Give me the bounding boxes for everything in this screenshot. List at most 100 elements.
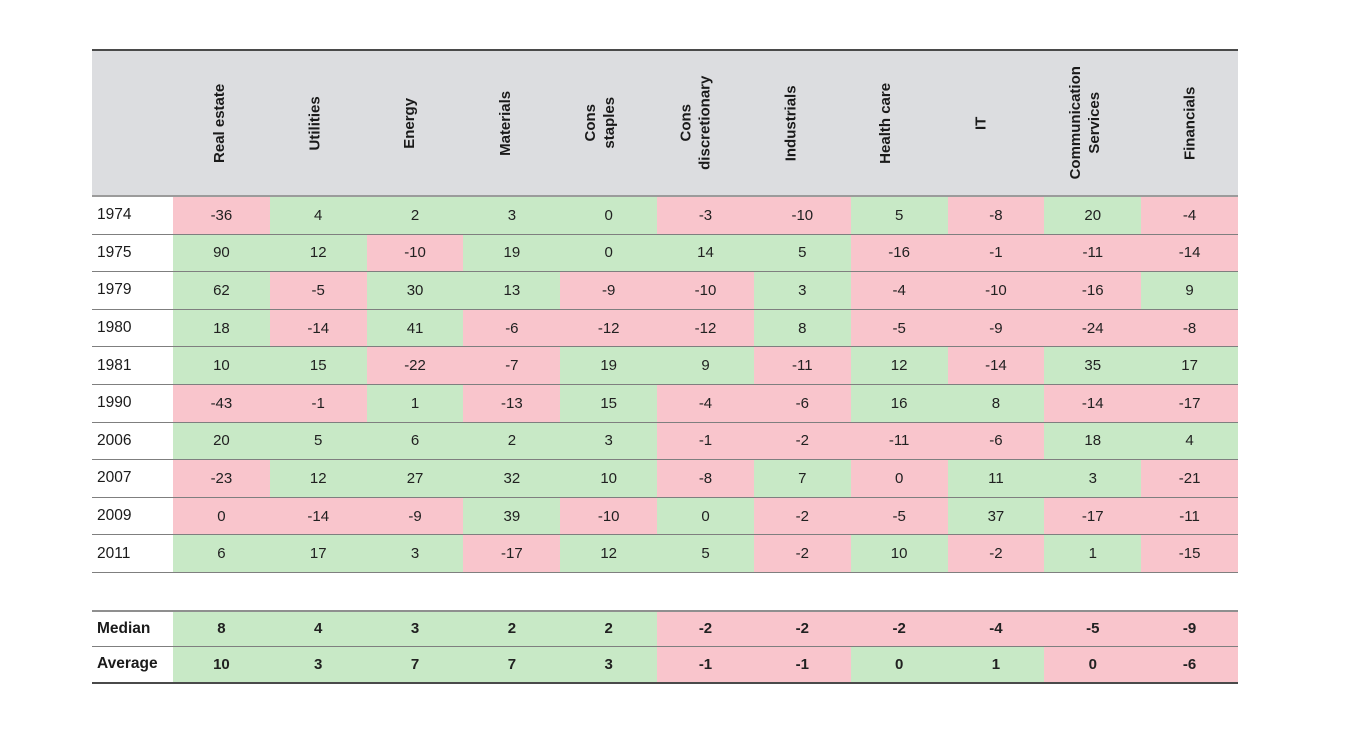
table-row-1979: 1979 62 -5 30 13 -9 -10 3 -4 -10 -16 9	[92, 272, 1238, 310]
table-cell: -36	[173, 197, 270, 234]
column-header-communication-services: Communication Services	[1029, 51, 1142, 195]
table-cell: 1	[1044, 535, 1142, 572]
table-cell: 3	[1044, 460, 1142, 497]
table-cell: -10	[657, 272, 754, 309]
table-cell: 17	[1141, 347, 1238, 384]
table-cell: 4	[1141, 422, 1238, 460]
table-cell: 5	[269, 422, 367, 460]
table-cell: 5	[657, 535, 754, 572]
table-cell: -10	[947, 272, 1045, 309]
column-header-label: Energy	[401, 97, 419, 149]
table-cell: 19	[463, 234, 561, 272]
table-cell: 62	[173, 272, 270, 309]
table-cell: -6	[1141, 646, 1238, 682]
column-header-label: Cons staples	[582, 97, 619, 149]
table-cell: 7	[753, 460, 851, 497]
table-cell: 3	[269, 646, 367, 682]
table-cell: -3	[657, 197, 754, 234]
table-cell: 2	[560, 611, 658, 646]
table-cell: 27	[366, 460, 464, 497]
table-cell: 2	[366, 197, 464, 234]
column-header-it: IT	[934, 51, 1029, 195]
table-cell: 18	[173, 309, 270, 347]
row-label: 1979	[92, 272, 173, 309]
table-cell: -6	[947, 422, 1045, 460]
table-cell: 10	[850, 535, 948, 572]
table-cell: 10	[173, 347, 270, 384]
table-cell: -11	[1044, 234, 1142, 272]
row-label: Average	[92, 646, 173, 682]
table-cell: 3	[753, 272, 851, 309]
table-cell: 12	[560, 535, 658, 572]
table-cell: 3	[560, 646, 658, 682]
table-cell: 0	[173, 497, 270, 535]
table-cell: -1	[753, 646, 851, 682]
table-body: 1974 -36 4 2 3 0 -3 -10 5 -8 20 -4 1975 90 12 -10 19 0 14 5…	[92, 197, 1238, 573]
table-cell: 15	[269, 347, 367, 384]
table-cell: 12	[850, 347, 948, 384]
table-cell: -2	[753, 497, 851, 535]
column-header-label: Health care	[877, 82, 895, 164]
summary-row-average: Average 10 3 7 7 3 -1 -1 0 1 0 -6	[92, 646, 1238, 684]
column-header-materials: Materials	[458, 51, 553, 195]
table-cell: -6	[753, 384, 851, 422]
column-header-cons-discretionary: Cons discretionary	[649, 51, 744, 195]
table-row-1974: 1974 -36 4 2 3 0 -3 -10 5 -8 20 -4	[92, 197, 1238, 235]
table-cell: -5	[1044, 611, 1142, 646]
table-cell: 4	[269, 611, 367, 646]
column-header-label: Communication Services	[1067, 66, 1104, 180]
table-cell: -4	[850, 272, 948, 309]
table-cell: 9	[1141, 272, 1238, 309]
table-cell: -6	[463, 309, 561, 347]
table-cell: -2	[753, 611, 851, 646]
table-cell: -8	[947, 197, 1045, 234]
table-cell: -5	[850, 497, 948, 535]
table-row-2009: 2009 0 -14 -9 39 -10 0 -2 -5 37 -17 -11	[92, 497, 1238, 536]
table-cell: 5	[850, 197, 948, 234]
table-cell: 37	[947, 497, 1045, 535]
table-cell: -10	[753, 197, 851, 234]
table-cell: -14	[269, 497, 367, 535]
table-cell: -11	[753, 347, 851, 384]
table-cell: 12	[269, 234, 367, 272]
table-cell: 3	[463, 197, 561, 234]
table-cell: -2	[753, 535, 851, 572]
column-header-utilities: Utilities	[268, 51, 363, 195]
table-cell: 3	[560, 422, 658, 460]
table-cell: -8	[1141, 309, 1238, 347]
column-header-label: IT	[972, 116, 990, 130]
table-cell: -11	[850, 422, 948, 460]
table-cell: -17	[1044, 497, 1142, 535]
table-cell: 1	[366, 384, 464, 422]
table-cell: -21	[1141, 460, 1238, 497]
table-cell: -14	[947, 347, 1045, 384]
table-cell: 30	[366, 272, 464, 309]
table-cell: -11	[1141, 497, 1238, 535]
table-cell: 32	[463, 460, 561, 497]
table-cell: 2	[463, 611, 561, 646]
column-header-energy: Energy	[363, 51, 458, 195]
table-cell: 18	[1044, 422, 1142, 460]
table-cell: 17	[269, 535, 367, 572]
table-cell: 41	[366, 309, 464, 347]
table-cell: -14	[1044, 384, 1142, 422]
table-cell: -4	[947, 611, 1045, 646]
table-cell: 4	[269, 197, 367, 234]
table-cell: 0	[850, 460, 948, 497]
table-cell: 13	[463, 272, 561, 309]
table-cell: 5	[753, 234, 851, 272]
table-row-2011: 2011 6 17 3 -17 12 5 -2 10 -2 1 -15	[92, 535, 1238, 573]
table-cell: -1	[657, 422, 754, 460]
table-cell: 20	[173, 422, 270, 460]
table-cell: 16	[850, 384, 948, 422]
table-cell: -12	[560, 309, 658, 347]
table-cell: 10	[173, 646, 270, 682]
table-header-row: Real estate Utilities Energy Materials Cons …	[92, 49, 1238, 197]
row-label: 1990	[92, 384, 173, 422]
table-cell: -12	[657, 309, 754, 347]
column-header-label: Utilities	[306, 95, 324, 151]
table-cell: 3	[366, 535, 464, 572]
column-header-label: Cons discretionary	[677, 75, 714, 171]
row-label: 1975	[92, 234, 173, 272]
header-corner-cell	[92, 51, 173, 195]
